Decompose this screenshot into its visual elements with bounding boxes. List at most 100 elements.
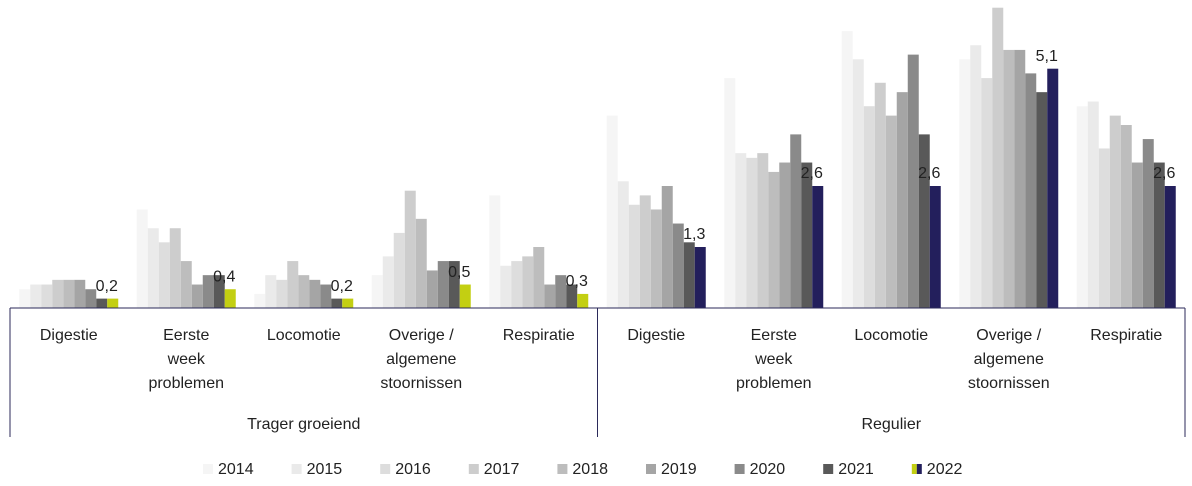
x-tick-label-box: Eerste week problemen [735, 327, 812, 392]
bar [672, 223, 684, 308]
bar [393, 232, 405, 308]
bar [224, 289, 236, 308]
bar [213, 275, 225, 308]
bar [841, 31, 853, 309]
bar [1098, 148, 1110, 308]
bar [287, 261, 299, 308]
bar [863, 106, 875, 308]
x-tick-label: Locomotie [854, 327, 929, 344]
legend-label: 2016 [395, 461, 431, 478]
x-tick-label-box: Digestie [627, 327, 686, 344]
bar [522, 256, 534, 308]
x-tick-label: Digestie [627, 327, 686, 344]
legend-label: 2014 [218, 461, 254, 478]
bar [694, 247, 706, 308]
legend-label: 2017 [484, 461, 520, 478]
x-tick-label: Eerste week problemen [148, 327, 225, 392]
data-label: 0,4 [213, 268, 235, 285]
bar [1003, 49, 1015, 309]
data-label: 0,5 [448, 264, 470, 281]
bar [918, 134, 930, 308]
group-label: Trager groeiend [247, 416, 360, 433]
bar [276, 279, 288, 308]
bar [41, 284, 53, 308]
bar [342, 298, 354, 308]
bar [959, 59, 971, 308]
data-label: 5,1 [1036, 48, 1058, 65]
bar [683, 242, 695, 308]
bar [63, 279, 75, 308]
bar [650, 209, 662, 308]
bar [191, 284, 203, 308]
bar [566, 284, 578, 308]
bar [896, 92, 908, 309]
x-tick-label-box: Overige / algemene stoornissen [380, 327, 462, 392]
legend-swatch [916, 464, 922, 474]
bar [309, 279, 321, 308]
bar [1120, 125, 1132, 308]
legend-swatch [823, 464, 834, 474]
x-tick-label-box: Overige / algemene stoornissen [968, 327, 1050, 392]
bar [1014, 49, 1026, 309]
bar [617, 181, 629, 308]
bar [628, 204, 640, 308]
legend-label: 2018 [572, 461, 608, 478]
bar [331, 298, 343, 308]
x-tick-label: Respiratie [502, 327, 575, 344]
x-tick-label: Eerste week problemen [735, 327, 812, 392]
bar [577, 293, 589, 308]
bar [1142, 139, 1154, 308]
bar [1109, 115, 1121, 308]
bar [74, 279, 86, 308]
bar [371, 275, 383, 308]
bar [147, 228, 159, 308]
bar [544, 284, 556, 308]
bar [735, 153, 747, 308]
bar [555, 275, 567, 308]
bar [382, 256, 394, 308]
bar [107, 298, 119, 308]
bar [96, 298, 108, 308]
x-tick-label: Digestie [39, 327, 98, 344]
bar [298, 275, 310, 308]
data-label: 0,2 [331, 278, 353, 295]
bar [180, 261, 192, 308]
x-tick-label: Respiratie [1090, 327, 1163, 344]
bar [852, 59, 864, 308]
x-tick-label-box: Locomotie [854, 327, 929, 344]
x-tick-label-box: Digestie [39, 327, 98, 344]
data-label: 0,2 [96, 278, 118, 295]
data-label: 2,6 [801, 165, 823, 182]
legend-swatch [468, 464, 479, 474]
bar [757, 153, 769, 308]
x-tick-label-box: Locomotie [267, 327, 341, 344]
bar [981, 78, 993, 308]
bar [779, 162, 791, 308]
group-label: Regulier [861, 416, 921, 433]
bar [320, 284, 332, 308]
legend-label: 2021 [838, 461, 874, 478]
bar [448, 261, 460, 308]
bar [1076, 106, 1088, 308]
bar [1036, 92, 1048, 309]
legend-swatch [557, 464, 568, 474]
bar [1047, 68, 1059, 308]
bar [169, 228, 181, 308]
legend-swatch [911, 464, 917, 474]
legend-swatch [380, 464, 391, 474]
bar [533, 247, 545, 308]
data-label: 0,3 [566, 273, 588, 290]
bar [30, 284, 42, 308]
bar [511, 261, 523, 308]
bar [874, 82, 886, 309]
bar [265, 275, 277, 308]
x-tick-label-box: Respiratie [502, 327, 575, 344]
bar [724, 78, 736, 308]
bar [202, 275, 214, 308]
bar [907, 54, 919, 308]
legend-label: 2015 [307, 461, 343, 478]
legend-swatch [734, 464, 745, 474]
bar [19, 289, 31, 308]
bar [790, 134, 802, 308]
